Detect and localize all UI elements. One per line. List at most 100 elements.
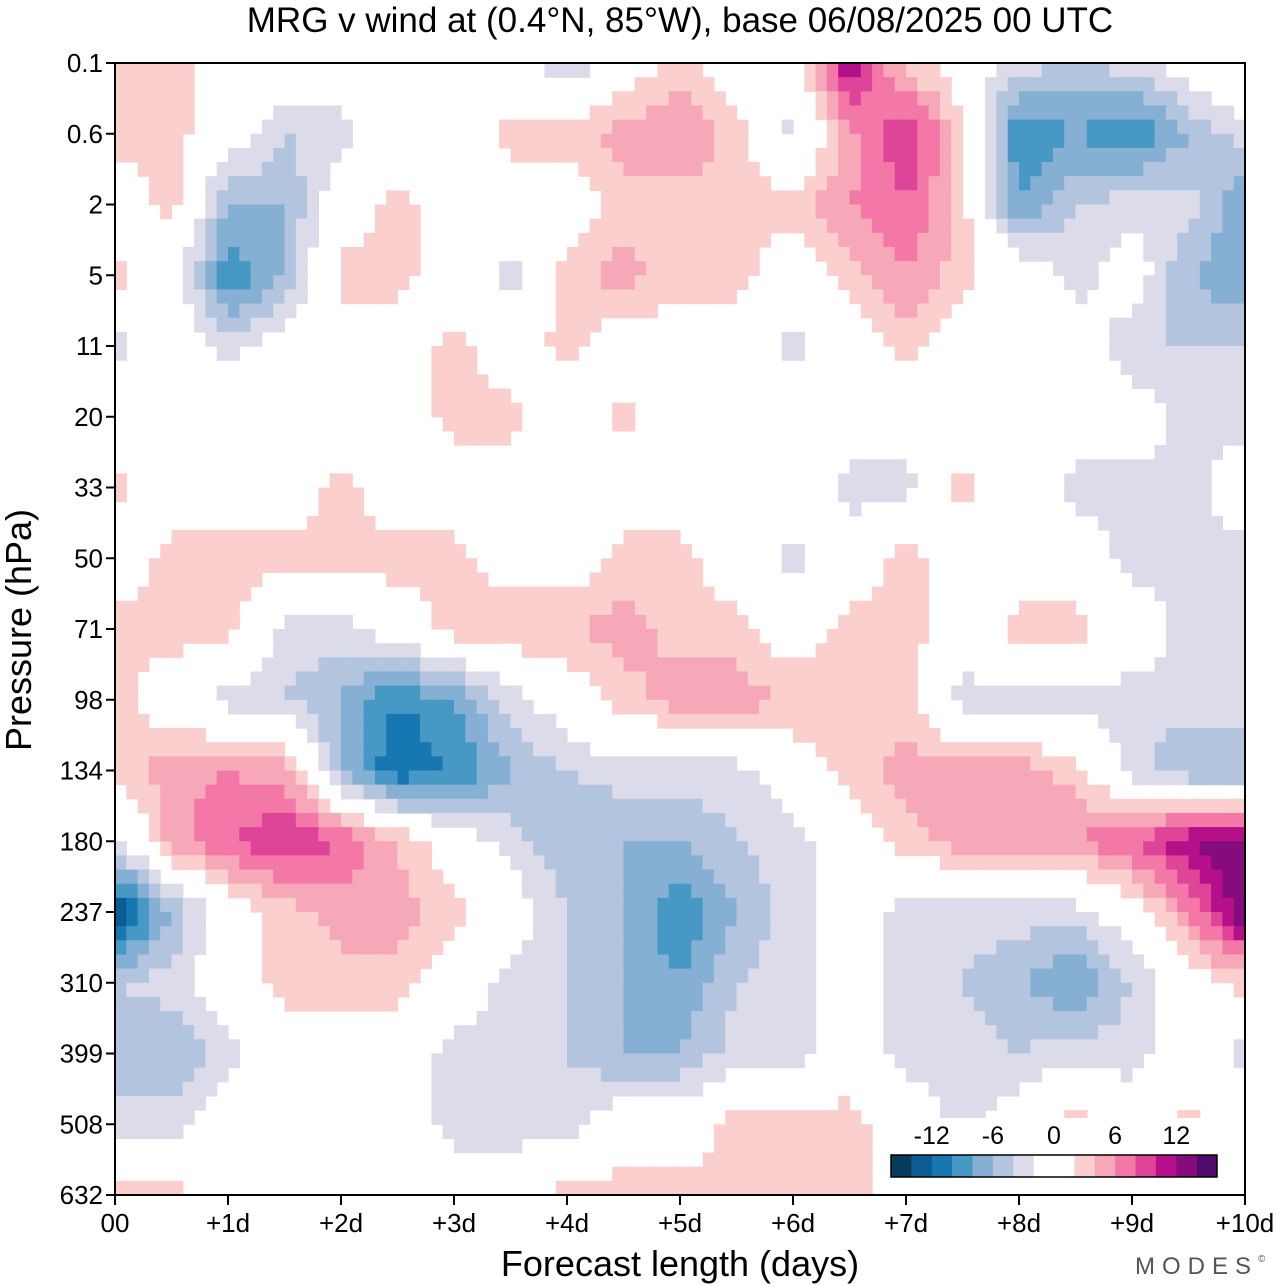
contour-cell [250,558,263,573]
contour-cell [318,756,331,772]
contour-cell [182,1025,195,1040]
contour-cell [307,812,319,828]
contour-cell [894,756,907,772]
contour-cell [973,784,986,800]
contour-cell [1064,798,1077,814]
contour-cell [781,827,794,842]
contour-cell [612,982,625,998]
contour-cell [352,883,365,899]
contour-cell [838,643,851,658]
contour-cell [386,869,399,885]
contour-cell [600,869,613,885]
contour-cell [363,996,376,1012]
contour-cell [567,133,579,149]
contour-cell [1143,841,1156,856]
colorbar-swatch [1074,1155,1096,1177]
contour-cell [996,685,1009,701]
contour-cell [826,119,839,135]
contour-cell [194,728,206,743]
contour-cell [770,1110,783,1125]
contour-cell [996,1081,1009,1097]
contour-cell [872,487,884,503]
contour-cell [386,289,399,305]
contour-cell [137,1053,150,1069]
contour-cell [1177,402,1190,418]
contour-cell [307,841,319,856]
contour-cell [1177,827,1190,842]
contour-cell [397,756,410,772]
contour-cell [250,685,263,701]
contour-cell [1143,133,1156,149]
contour-cell [838,1180,851,1196]
contour-cell [533,1025,545,1040]
contour-cell [465,728,478,743]
contour-cell [1064,218,1077,234]
contour-cell [1188,855,1201,871]
contour-cell [1211,671,1223,687]
contour-cell [1165,289,1178,305]
contour-cell [646,812,658,828]
contour-cell [702,162,715,177]
contour-cell [1030,770,1043,786]
contour-cell [431,1053,444,1069]
contour-cell [1188,629,1201,644]
contour-cell [1086,246,1099,262]
y-tick-label: 237 [60,897,103,927]
contour-cell [216,586,229,602]
contour-cell [1052,812,1065,828]
contour-cell [420,869,432,885]
contour-cell [1132,671,1144,687]
contour-cell [713,756,726,772]
contour-cell [646,968,658,984]
contour-cell [420,855,432,871]
contour-cell [1222,798,1235,814]
contour-cell [951,968,964,984]
contour-cell [872,275,884,290]
contour-cell [1211,600,1223,616]
y-tick-label: 98 [74,685,103,715]
contour-cell [160,190,173,206]
contour-cell [872,629,884,644]
contour-cell [578,827,591,842]
contour-cell [126,728,139,743]
contour-cell [137,1025,150,1040]
contour-cell [216,303,229,319]
contour-cell [408,883,421,899]
contour-cell [600,1053,613,1069]
contour-cell [1233,586,1246,602]
contour-cell [725,1011,738,1026]
contour-cell [1143,713,1156,729]
contour-cell [1154,827,1167,842]
contour-cell [352,685,365,701]
contour-cell [374,897,387,913]
contour-cell [951,246,964,262]
contour-cell [487,1039,500,1055]
contour-cell [318,162,331,177]
contour-cell [736,176,749,191]
contour-cell [442,416,455,432]
contour-cell [228,303,240,319]
contour-cell [804,190,817,206]
contour-cell [939,954,952,970]
contour-cell [793,190,805,206]
contour-cell [1064,261,1077,276]
contour-cell [600,1081,613,1097]
contour-cell [951,926,964,941]
contour-cell [239,855,252,871]
contour-cell [634,1039,647,1055]
contour-cell [906,798,918,814]
contour-cell [1199,388,1212,404]
contour-cell [1199,544,1212,559]
contour-cell [295,232,308,248]
contour-cell [555,1124,568,1139]
contour-cell [917,770,930,786]
contour-cell [454,544,466,559]
contour-cell [261,912,274,927]
contour-cell [567,897,579,913]
contour-cell [939,162,952,177]
contour-cell [1165,855,1178,871]
contour-cell [1233,713,1246,729]
contour-cell [1075,459,1088,474]
contour-cell [1064,926,1077,941]
contour-cell [1211,303,1223,319]
